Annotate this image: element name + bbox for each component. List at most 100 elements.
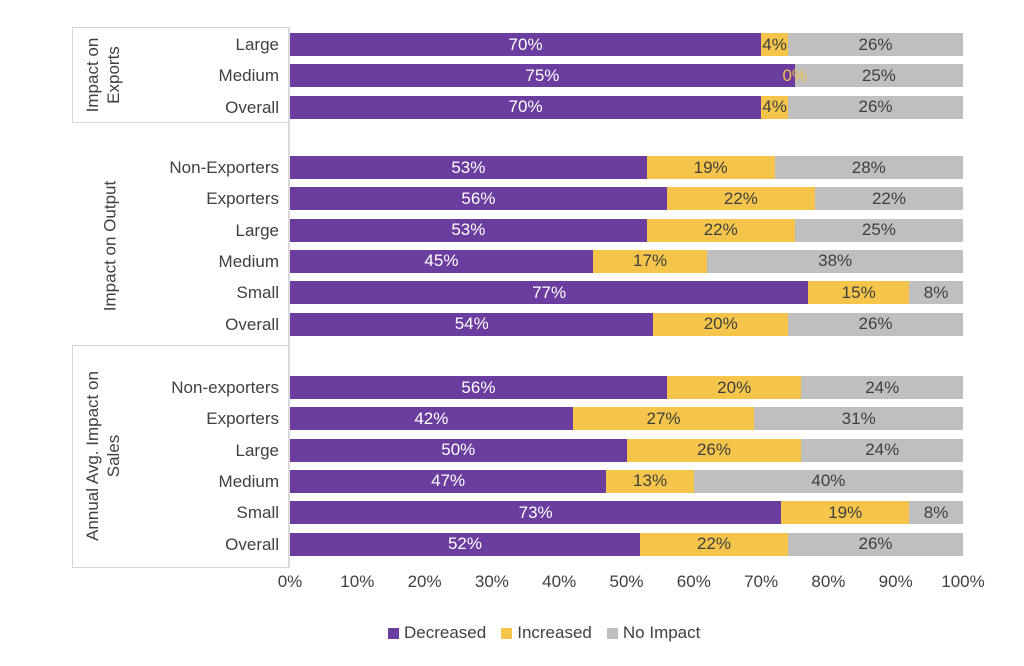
bar-value-label: 19% <box>693 157 728 177</box>
bar-segment-decreased <box>290 249 593 273</box>
bar-value-label: 26% <box>858 97 893 117</box>
bar-value-label: 19% <box>828 502 863 522</box>
bar-value-label: 22% <box>703 220 738 240</box>
bar-value-label: 54% <box>454 314 489 333</box>
bar-value-label: 13% <box>633 471 668 491</box>
value-axis-line <box>288 27 290 568</box>
bar-row: 53% 22% 25% <box>290 218 963 242</box>
bar-row: 52% 22% 26% <box>290 532 963 556</box>
bar-segment-decreased <box>290 281 809 305</box>
group-box-annual-avg-impact-on-sales <box>72 345 289 568</box>
x-axis-tick: 10% <box>340 572 375 591</box>
bar-segment-decreased <box>290 95 762 119</box>
bar-value-label: 42% <box>414 408 449 428</box>
bar-value-label: 38% <box>818 251 853 271</box>
bar-value-label: 70% <box>508 97 543 117</box>
bar-segment-no-impact <box>788 95 963 119</box>
bar-segment-decreased <box>290 407 573 431</box>
x-axis-tick: 90% <box>878 572 913 591</box>
x-axis-tick: 70% <box>744 572 779 591</box>
bar-value-label: 27% <box>646 408 681 428</box>
bar-segment-increased <box>666 187 815 211</box>
bar-value-label: 53% <box>451 157 486 177</box>
bar-segment-increased <box>653 312 788 336</box>
bar-value-label: 26% <box>858 314 893 333</box>
bar-segment-decreased <box>290 376 667 399</box>
bar-segment-no-impact <box>909 501 963 525</box>
bar-segment-increased <box>781 501 910 525</box>
bar-segment-no-impact <box>788 532 963 556</box>
category-label: Small <box>236 283 279 303</box>
legend-swatch-icon <box>606 627 618 639</box>
legend-swatch-icon <box>388 627 399 639</box>
bar-segment-no-impact <box>909 281 963 305</box>
bar-value-label: 73% <box>518 502 553 522</box>
legend-label: No Impact <box>622 623 701 642</box>
bar-segment-increased <box>646 218 795 242</box>
bar-segment-decreased <box>290 469 607 493</box>
bar-segment-increased <box>639 532 788 556</box>
bar-segment-decreased <box>290 501 782 525</box>
x-axis-tick: 80% <box>811 572 846 591</box>
bar-segment-increased <box>808 281 910 305</box>
bar-value-label: 17% <box>633 251 668 271</box>
category-label: Small <box>236 503 279 523</box>
bar-value-label: 22% <box>723 188 758 208</box>
bar-value-label: 56% <box>461 188 496 208</box>
bar-segment-no-impact <box>693 469 963 493</box>
bar-row: 56% 22% 22% <box>290 187 963 211</box>
bar-segment-no-impact <box>754 407 963 431</box>
category-label: Overall <box>225 314 279 334</box>
category-label: Exporters <box>206 189 279 209</box>
group-box-impact-on-exports <box>72 27 289 123</box>
legend-label: Increased <box>517 623 592 642</box>
legend-swatch-icon <box>501 627 513 639</box>
bar-row: 75% 0% 25% <box>290 64 963 88</box>
legend-item-no-impact: No Impact <box>606 623 701 643</box>
legend-label: Decreased <box>404 623 487 642</box>
bar-value-label: 26% <box>858 34 893 54</box>
bar-value-label: 70% <box>508 34 543 54</box>
bar-segment-decreased <box>290 187 667 211</box>
bar-segment-increased <box>572 407 755 431</box>
bar-segment-decreased <box>290 218 647 242</box>
bar-value-label: 24% <box>865 377 900 397</box>
bar-value-label: 31% <box>841 408 876 428</box>
bar-value-label: 45% <box>424 251 459 271</box>
x-axis-tick: 50% <box>609 572 644 591</box>
bar-value-label: 20% <box>717 377 752 397</box>
bar-segment-increased <box>646 156 775 179</box>
bar-segment-no-impact <box>707 249 963 273</box>
bar-value-label: 4% <box>762 34 787 54</box>
bar-value-label: 22% <box>696 534 731 553</box>
bar-row: 53% 19% 28% <box>290 156 963 179</box>
bar-row: 77% 15% 8% <box>290 281 963 305</box>
bar-value-label: 26% <box>696 440 731 460</box>
bar-row: 73% 19% 8% <box>290 501 963 525</box>
x-axis-tick: 40% <box>542 572 577 591</box>
category-label: Non-Exporters <box>169 158 279 177</box>
bar-row: 54% 20% 26% <box>290 312 963 336</box>
category-label: Large <box>235 440 279 460</box>
bar-row: 70% 4% 26% <box>290 33 963 56</box>
bar-segment-no-impact <box>814 187 963 211</box>
bar-segment-increased <box>592 249 708 273</box>
bar-segment-increased <box>606 469 694 493</box>
bar-segment-increased <box>761 33 788 56</box>
bar-row: 47% 13% 40% <box>290 469 963 493</box>
bar-value-label: 26% <box>858 534 893 553</box>
bar-row: 45% 17% 38% <box>290 249 963 273</box>
category-label: Large <box>235 220 279 240</box>
legend-item-decreased: Decreased <box>388 623 486 643</box>
legend: Decreased Increased No Impact <box>388 623 700 643</box>
bar-segment-decreased <box>290 312 654 336</box>
bar-value-label: 52% <box>447 534 482 553</box>
bar-value-label: 0% <box>782 65 808 85</box>
bar-segment-no-impact <box>788 312 963 336</box>
bar-value-label: 50% <box>441 440 476 460</box>
bar-value-label: 8% <box>923 502 949 522</box>
bar-value-label: 77% <box>532 282 567 302</box>
bar-segment-decreased <box>290 532 640 556</box>
bar-segment-no-impact <box>801 376 963 399</box>
